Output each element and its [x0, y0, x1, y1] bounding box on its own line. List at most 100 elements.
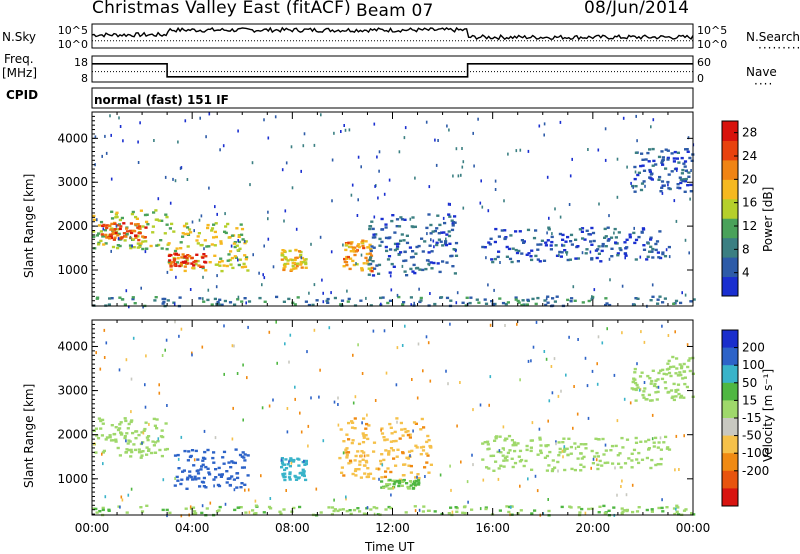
power-panel-cell	[411, 225, 415, 229]
power-panel-cell	[380, 217, 384, 221]
velocity-panel-cell	[126, 427, 130, 430]
velocity-panel-cell	[650, 508, 654, 511]
power-panel-cell	[237, 295, 240, 299]
velocity-panel-cell	[365, 422, 369, 426]
velocity-panel-cell	[591, 369, 594, 373]
velocity-panel-cell	[472, 463, 474, 467]
velocity-panel-cell	[412, 486, 416, 490]
velocity-panel-cell	[683, 382, 687, 386]
power-panel-cell	[295, 264, 299, 268]
velocity-panel-cell	[345, 456, 349, 459]
velocity-panel-cell	[286, 407, 289, 410]
power-panel-cell	[193, 229, 195, 233]
power-panel-cell	[534, 302, 538, 306]
power-panel-cell	[645, 258, 649, 261]
x-tick-label: 20:00	[576, 521, 611, 535]
power-panel-cell	[644, 158, 648, 161]
power-panel-cell	[649, 236, 653, 239]
velocity-colorbar-label: -15	[742, 411, 762, 425]
power-panel-cell	[251, 161, 254, 165]
velocity-panel-cell	[582, 443, 587, 446]
power-panel-cell	[165, 247, 169, 251]
velocity-panel-cell	[524, 459, 528, 463]
velocity-panel-cell	[180, 327, 183, 331]
velocity-panel-cell	[577, 338, 579, 341]
velocity-panel-cell	[336, 509, 340, 513]
velocity-panel-cell	[125, 448, 129, 451]
power-panel-cell	[487, 283, 489, 287]
velocity-panel-cell	[376, 513, 380, 516]
freq-label: Freq.	[4, 52, 34, 66]
power-panel-cell	[633, 177, 637, 181]
power-panel-cell	[166, 270, 169, 274]
velocity-panel-cell	[610, 444, 615, 448]
power-panel-cell	[487, 241, 491, 244]
velocity-panel-cell	[633, 371, 637, 374]
power-panel-cell	[205, 245, 209, 248]
power-panel-cell	[682, 178, 686, 181]
velocity-panel-cell	[392, 483, 396, 486]
velocity-panel-cell	[380, 476, 384, 479]
power-panel-cell	[144, 240, 148, 243]
power-panel-cell	[368, 252, 372, 255]
power-panel-cell	[578, 228, 582, 231]
power-panel-cell	[435, 243, 439, 247]
power-panel-cell	[633, 226, 635, 230]
velocity-panel-cell	[563, 445, 566, 449]
velocity-panel-cell	[611, 462, 615, 465]
velocity-panel-cell	[241, 451, 245, 454]
power-panel-cell	[122, 139, 124, 143]
power-panel-cell	[333, 131, 335, 135]
velocity-panel-cell	[196, 458, 200, 461]
power-panel-cell	[449, 202, 451, 206]
velocity-panel-cell	[345, 433, 349, 436]
power-panel-cell	[587, 233, 591, 236]
power-panel-cell	[172, 230, 176, 233]
power-panel-cell	[668, 255, 671, 259]
power-panel-cell	[436, 262, 440, 265]
velocity-panel-cell	[361, 441, 366, 444]
power-panel-cell	[151, 225, 155, 228]
velocity-panel-cell	[342, 440, 346, 443]
power-panel-cell	[369, 304, 373, 307]
velocity-panel-cell	[191, 353, 193, 357]
power-panel-cell	[453, 221, 457, 224]
velocity-panel-cell	[514, 443, 518, 447]
velocity-panel-cell	[362, 417, 366, 420]
velocity-panel-cell	[399, 421, 403, 425]
velocity-panel-cell	[455, 510, 459, 513]
velocity-panel-cell	[116, 428, 121, 432]
power-panel-cell	[110, 133, 112, 137]
power-panel-cell	[124, 235, 128, 238]
power-panel-cell	[346, 255, 350, 259]
power-panel-cell	[357, 198, 359, 202]
velocity-panel-cell	[390, 493, 392, 497]
velocity-panel-cell	[598, 505, 602, 508]
velocity-panel-cell	[644, 398, 648, 401]
velocity-panel-cell	[358, 510, 362, 513]
velocity-panel-cell	[593, 455, 597, 458]
velocity-panel-cell	[429, 446, 433, 449]
power-panel-cell	[405, 274, 409, 277]
power-panel-cell	[206, 223, 210, 227]
power-panel-cell	[600, 249, 604, 253]
velocity-panel-cell	[620, 512, 624, 515]
velocity-panel-cell	[529, 446, 533, 449]
velocity-panel-cell	[302, 473, 306, 476]
velocity-panel-cell	[139, 456, 143, 459]
power-panel-cell	[369, 249, 373, 253]
velocity-panel-cell	[340, 471, 344, 474]
power-panel-cell	[633, 165, 637, 169]
velocity-panel-cell	[404, 430, 408, 434]
velocity-panel-cell	[463, 511, 467, 515]
power-panel-cell	[384, 226, 388, 229]
velocity-panel-cell	[137, 451, 142, 454]
power-panel-cell	[628, 236, 632, 239]
velocity-panel-cell	[251, 509, 255, 512]
velocity-panel-cell	[584, 447, 588, 450]
velocity-panel-cell	[499, 464, 503, 467]
velocity-panel-cell	[422, 426, 426, 429]
velocity-panel-cell	[228, 484, 232, 487]
power-panel-cell	[623, 252, 627, 255]
velocity-panel-cell	[416, 473, 420, 476]
